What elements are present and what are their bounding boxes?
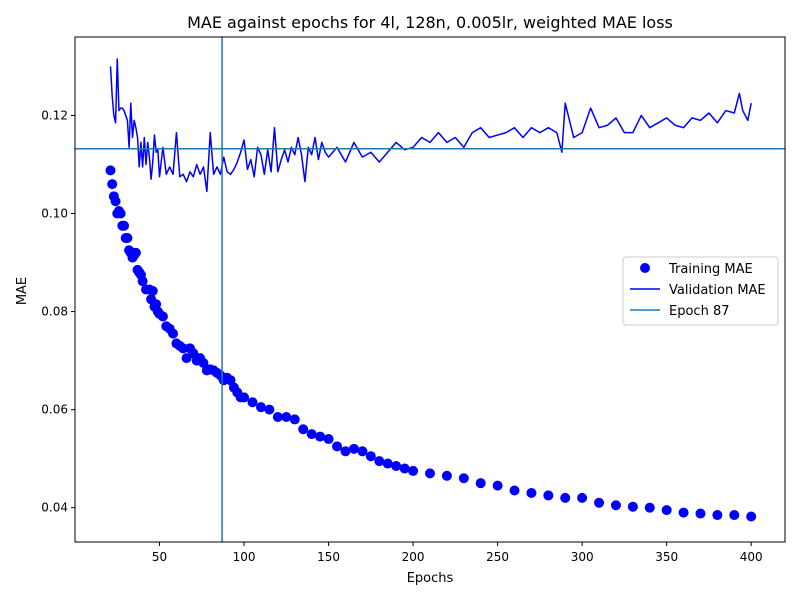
x-tick-label: 150 [317,550,340,564]
y-tick-label: 0.08 [41,305,68,319]
training-mae-point [264,404,275,415]
training-mae-point [610,500,621,511]
training-mae-point [115,208,126,219]
training-mae-point [382,458,393,469]
y-tick-label: 0.12 [41,108,68,122]
training-mae-point [560,492,571,503]
training-mae-point [289,414,300,425]
legend-epoch-label: Epoch 87 [669,304,729,319]
x-tick-label: 200 [402,550,425,564]
training-mae-point [729,510,740,521]
legend: Training MAE Validation MAE Epoch 87 [622,256,779,326]
validation-mae-line [109,58,752,193]
y-tick-label: 0.06 [41,403,68,417]
training-mae-point [315,431,326,442]
x-tick-label: 400 [740,550,763,564]
training-mae-point [147,285,158,296]
training-mae-point [695,508,706,519]
training-mae-point [543,490,554,501]
axes: 50 100 150 200 250 300 350 400 0.04 0.06 0.08 0.10 0… [41,36,786,564]
training-mae-point [255,402,266,413]
training-mae-point [157,311,168,322]
training-mae-point [577,492,588,503]
training-mae-point [492,480,503,491]
training-mae-point [298,424,309,435]
training-mae-point [475,478,486,489]
training-mae-point [391,461,402,471]
training-mae-point [130,247,141,258]
legend-box [622,256,779,326]
training-mae-point [306,429,317,440]
training-mae-point [110,196,121,207]
x-tick-label: 350 [655,550,678,564]
training-mae-point [119,220,130,231]
training-mae-point [374,456,385,467]
training-mae-point [712,510,723,521]
training-mae-point [332,441,343,452]
legend-training-marker [640,263,650,273]
training-mae-point [441,470,452,481]
training-mae-point [281,411,292,422]
training-mae-point [594,497,605,508]
training-mae-point [746,511,757,522]
training-mae-point [272,411,283,422]
training-mae-point [137,276,148,287]
training-mae-point [107,179,118,190]
training-mae-point [644,502,655,513]
chart-title: MAE against epochs for 4l, 128n, 0.005lr… [187,13,673,32]
training-mae-point [247,397,258,408]
training-mae-point [408,465,419,476]
x-axis-label: Epochs [407,571,454,586]
legend-validation-label: Validation MAE [669,283,766,298]
training-mae-point [122,233,133,244]
training-mae-point [627,501,638,512]
training-mae-point [458,473,469,484]
training-mae-point [168,328,179,339]
training-mae-point [357,446,368,457]
training-mae-point [661,505,672,516]
x-tick-label: 50 [152,550,167,564]
x-tick-label: 300 [571,550,594,564]
training-mae-point [678,507,689,518]
y-axis-label: MAE [15,277,30,305]
training-mae-point [105,165,116,176]
training-mae-point [509,485,520,496]
training-mae-point [348,443,359,454]
training-mae-point [399,463,410,474]
axes-frame [74,36,786,543]
training-mae-point [425,468,435,479]
y-tick-label: 0.10 [41,207,68,221]
training-mae-point [365,451,376,462]
training-mae-point [340,446,351,457]
x-tick-label: 250 [486,550,509,564]
plot-area [75,37,785,542]
training-mae-point [526,487,537,498]
x-tick-label: 100 [233,550,256,564]
training-mae-point [323,434,334,445]
training-mae-point [239,392,250,403]
legend-training-label: Training MAE [668,262,753,277]
y-tick-label: 0.04 [41,501,68,515]
